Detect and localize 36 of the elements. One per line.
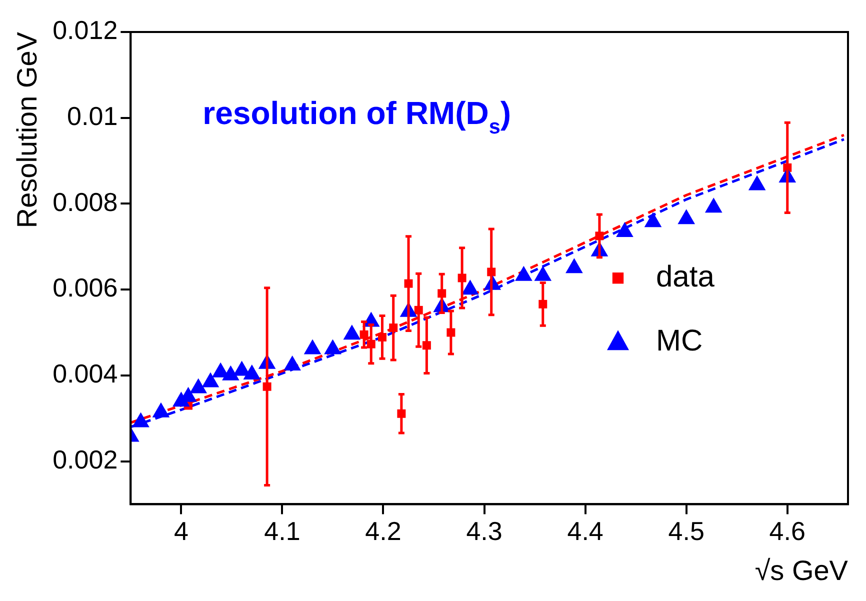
x-tick-label: 4.3 [466, 516, 502, 546]
point [243, 364, 261, 380]
x-tick-label: 4.2 [365, 516, 402, 546]
point [644, 212, 662, 228]
point [748, 175, 766, 190]
point [704, 198, 722, 213]
x-tick-label: 4.5 [668, 516, 704, 546]
point [461, 280, 479, 295]
y-tick-label: 0.008 [52, 186, 118, 217]
y-tick-label: 0.004 [52, 358, 118, 389]
x-tick-label: 4 [174, 516, 188, 546]
point [616, 222, 634, 238]
y-tick-label: 0.002 [52, 444, 118, 474]
point [566, 258, 583, 274]
point [222, 365, 240, 380]
legend-label: MC [656, 324, 703, 358]
point [190, 378, 208, 394]
x-tick-label: 4.1 [264, 516, 300, 546]
point [343, 324, 361, 340]
point [678, 209, 696, 224]
legend-label: data [656, 260, 715, 294]
y-tick-label: 0.012 [52, 15, 118, 46]
point [152, 402, 170, 418]
x-axis-title: √s GeV [754, 554, 848, 586]
point [324, 339, 342, 354]
y-axis-title: Resolution GeV [12, 32, 43, 228]
y-tick-label: 0.01 [67, 101, 118, 132]
point [284, 356, 301, 371]
y-tick-label: 0.006 [52, 272, 118, 303]
point [304, 339, 322, 354]
point [534, 266, 552, 281]
point [202, 372, 220, 388]
x-tick-label: 4.6 [769, 516, 806, 546]
x-tick-label: 4.4 [567, 516, 604, 546]
point [515, 266, 532, 281]
point [132, 412, 150, 428]
